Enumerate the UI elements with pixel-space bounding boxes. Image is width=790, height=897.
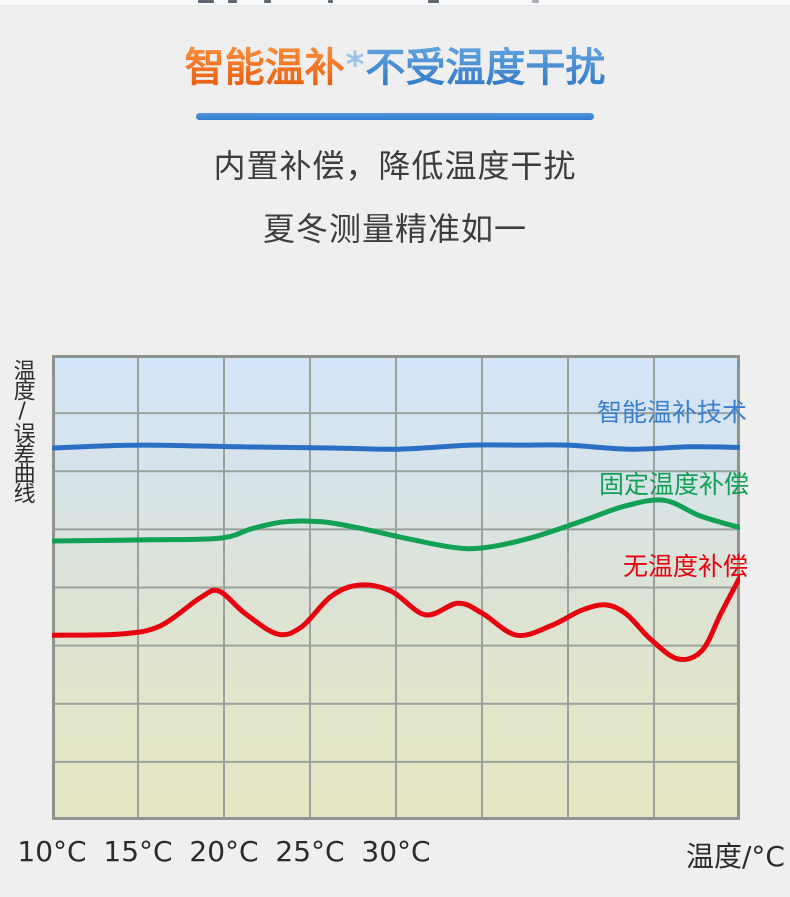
chart-canvas [52, 355, 740, 820]
top-edge-remnant [0, 0, 790, 6]
y-axis-label: 温度/误差曲线 [9, 359, 35, 502]
x-tick-10c: 10°C [17, 835, 87, 868]
temperature-error-chart [52, 355, 740, 820]
title-highlight: 智能温补 [184, 45, 345, 91]
x-tick-25c: 25°C [275, 835, 345, 868]
series-label-smart-compensation: 智能温补技术 [597, 398, 748, 427]
page-title: 智能温补*不受温度干扰 [0, 44, 790, 92]
title-rest: 不受温度干扰 [365, 45, 606, 91]
x-axis-unit-label: 温度/°C [686, 840, 785, 873]
series-label-no-compensation: 无温度补偿 [623, 552, 749, 581]
asterisk-mark: * [345, 45, 365, 86]
x-tick-20c: 20°C [189, 835, 259, 868]
subtitle-line-1: 内置补偿，降低温度干扰 [213, 147, 577, 185]
title-underline [196, 113, 594, 120]
subtitle-line-2: 夏冬测量精准如一 [262, 210, 527, 248]
x-tick-15c: 15°C [103, 835, 173, 868]
x-tick-30c: 30°C [361, 835, 431, 868]
series-label-fixed-compensation: 固定温度补偿 [599, 470, 750, 499]
